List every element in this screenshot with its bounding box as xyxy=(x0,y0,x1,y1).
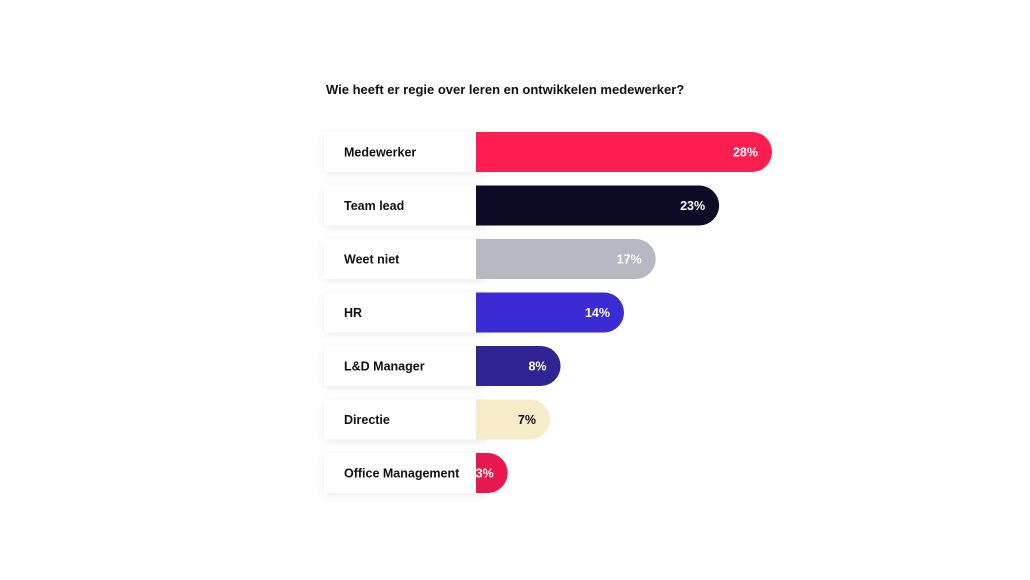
bar-row: HR 14% xyxy=(324,292,624,333)
bar-row: Medewerker 28% xyxy=(324,132,772,172)
bar-row: L&D Manager 8% xyxy=(324,346,561,386)
label-card xyxy=(324,346,488,386)
bar xyxy=(476,132,772,172)
bar xyxy=(476,239,656,279)
category-label: Directie xyxy=(344,413,390,427)
value-label: 17% xyxy=(617,253,642,267)
bar-row: Team lead 23% xyxy=(324,185,720,226)
value-label: 23% xyxy=(680,199,705,213)
value-label: 28% xyxy=(733,146,758,160)
bar-row: Weet niet 17% xyxy=(324,239,656,279)
label-card xyxy=(324,239,488,279)
category-label: Team lead xyxy=(344,199,404,213)
bar xyxy=(476,346,561,386)
bar xyxy=(476,185,720,226)
category-label: L&D Manager xyxy=(344,360,425,374)
value-label: 3% xyxy=(476,467,494,481)
category-label: Office Management xyxy=(344,467,460,481)
value-label: 14% xyxy=(585,306,610,320)
bar xyxy=(476,292,624,333)
label-card xyxy=(324,453,488,493)
value-label: 8% xyxy=(528,360,546,374)
label-card xyxy=(324,185,488,226)
label-card xyxy=(324,132,488,172)
category-label: Weet niet xyxy=(344,253,400,267)
chart-title: Wie heeft er regie over leren en ontwikk… xyxy=(326,82,685,97)
category-label: Medewerker xyxy=(344,146,416,160)
value-label: 7% xyxy=(518,413,536,427)
label-card xyxy=(324,292,488,333)
bar-row: Directie 7% xyxy=(324,399,550,440)
bar-row: Office Management 3% xyxy=(324,453,508,493)
bar xyxy=(476,399,550,440)
label-card xyxy=(324,399,488,440)
bar xyxy=(476,453,508,493)
category-label: HR xyxy=(344,306,362,320)
